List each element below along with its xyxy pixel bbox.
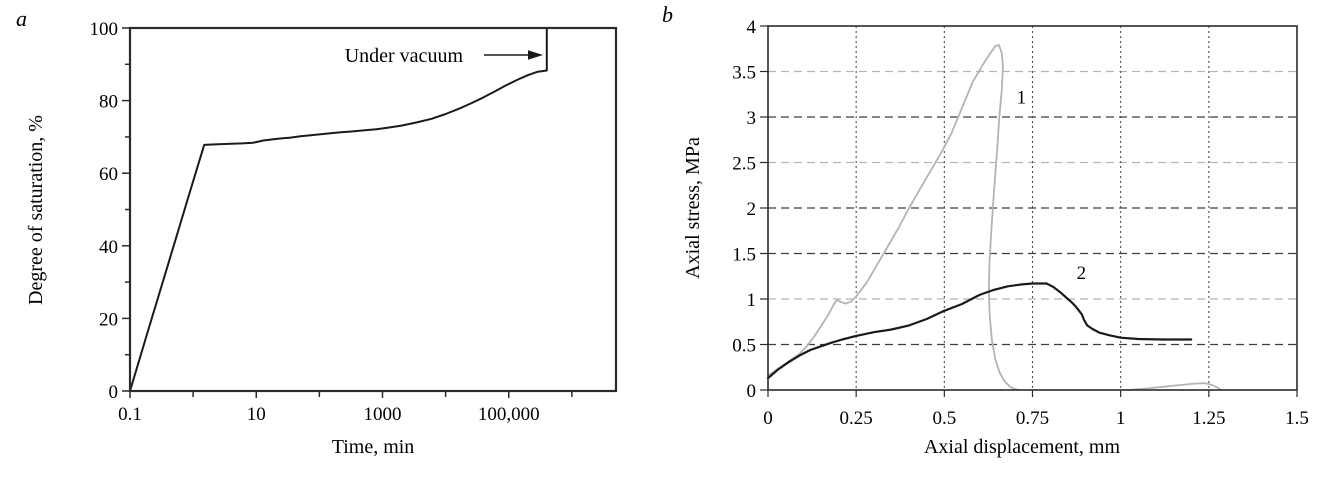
x-tick-label: 0 [763, 408, 773, 429]
curve-1-label: 1 [1017, 87, 1027, 108]
y-tick-label: 40 [99, 237, 118, 258]
y-tick-label: 2.5 [732, 154, 756, 175]
y-tick-label: 4 [747, 17, 757, 38]
x-tick-label: 0.25 [840, 408, 873, 429]
plot-frame [128, 26, 618, 393]
stress-displacement-chart: 1 2 0 0.25 0.5 0.75 1 1.25 1.5 0 0.5 1 1.5 2 2.5 3 3.5 4 A… [682, 17, 1309, 458]
y-tick-label: 80 [99, 92, 118, 113]
y-axis-title: Degree of saturation, % [25, 115, 47, 305]
x-tick-label: 1.25 [1192, 408, 1225, 429]
under-vacuum-annotation: Under vacuum [345, 45, 464, 67]
y-tick-label: 0 [109, 382, 119, 403]
saturation-time-chart: 0.1 10 1000 100,000 0 20 40 60 80 100 Time, min Deg… [25, 19, 618, 458]
x-axis-title: Time, min [332, 436, 415, 458]
y-tick-label: 0 [747, 381, 757, 402]
x-tick-label: 1 [1116, 408, 1126, 429]
curve-1-path [767, 44, 1020, 391]
y-tick-label: 3.5 [732, 63, 756, 84]
x-tick-label: 10 [247, 404, 266, 425]
curve-2-label: 2 [1077, 263, 1087, 284]
panel-b-label: b [662, 2, 673, 27]
x-tick-label: 100,000 [478, 404, 540, 425]
y-tick-label: 1.5 [732, 245, 756, 266]
curve-2-path [766, 282, 1193, 380]
x-tick-label: 0.75 [1016, 408, 1049, 429]
annotation-arrowhead-icon [528, 50, 543, 60]
y-tick-label: 60 [99, 164, 118, 185]
x-tick-label: 0.5 [932, 408, 956, 429]
saturation-curve-path [129, 27, 548, 392]
y-tick-label: 2 [747, 199, 757, 220]
curve-1-path [1126, 382, 1223, 391]
x-tick-label: 0.1 [118, 404, 142, 425]
y-tick-label: 100 [90, 19, 119, 40]
x-tick-label: 1000 [364, 404, 402, 425]
y-tick-label: 1 [747, 290, 757, 311]
x-axis-title: Axial displacement, mm [924, 436, 1121, 458]
y-tick-label: 0.5 [732, 336, 756, 357]
y-tick-label: 20 [99, 309, 118, 330]
y-axis-title: Axial stress, MPa [682, 137, 704, 279]
y-tick-label: 3 [747, 108, 757, 129]
panel-a-label: a [16, 6, 27, 31]
x-tick-label: 1.5 [1285, 408, 1309, 429]
